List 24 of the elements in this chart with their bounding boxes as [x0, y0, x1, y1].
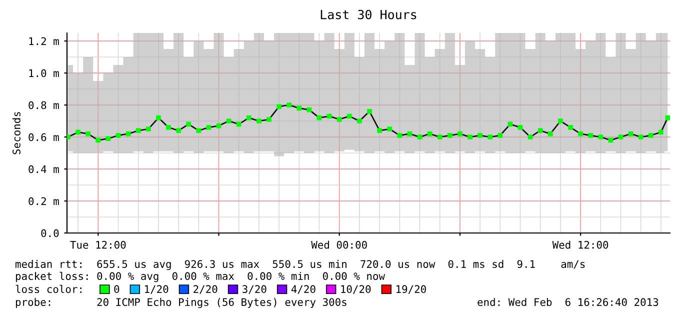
text: end: Wed Feb 6 16:26:40 2013 [478, 298, 658, 306]
y-tick-label: 0.2 m [28, 197, 59, 206]
text: probe: 20 ICMP Echo Pings (56 Bytes) every 300s [16, 298, 346, 308]
legend-label: 1/20 [145, 285, 168, 294]
y-tick-label: 0.0 [41, 229, 59, 238]
text: median rtt: 655.5 us avg 926.3 us max 550.5 us min 720.0 us now 0.1 ms sd 9.1 am/s [16, 260, 585, 270]
legend-label: 19/20 [396, 285, 426, 294]
y-tick-label: 0.6 m [28, 133, 59, 142]
x-tick-label: Wed 00:00 [311, 240, 367, 249]
y-tick-label: 1.2 m [29, 37, 59, 45]
legend-label: 2/20 [194, 285, 218, 294]
legend-title: loss color: [16, 284, 82, 294]
chart-title: Last 30 Hours [320, 10, 416, 20]
y-tick-label: 0.8 m [28, 101, 59, 110]
x-tick-label: Tue 12:00 [70, 240, 126, 249]
y-tick-label: 1.0 m [29, 69, 59, 78]
text: packet loss: 0.00 % avg 0.00 % max 0.00 % min 0.00 % now [16, 272, 386, 282]
x-tick-label: Wed 12:00 [552, 240, 608, 249]
legend-label: 4/20 [291, 285, 316, 294]
y-tick-label: 0.4 m [28, 165, 59, 174]
legend-label: 3/20 [242, 285, 266, 294]
y-axis-title: Seconds [12, 112, 20, 154]
legend-label: 0 [114, 285, 120, 294]
legend-label: 10/20 [341, 285, 371, 294]
